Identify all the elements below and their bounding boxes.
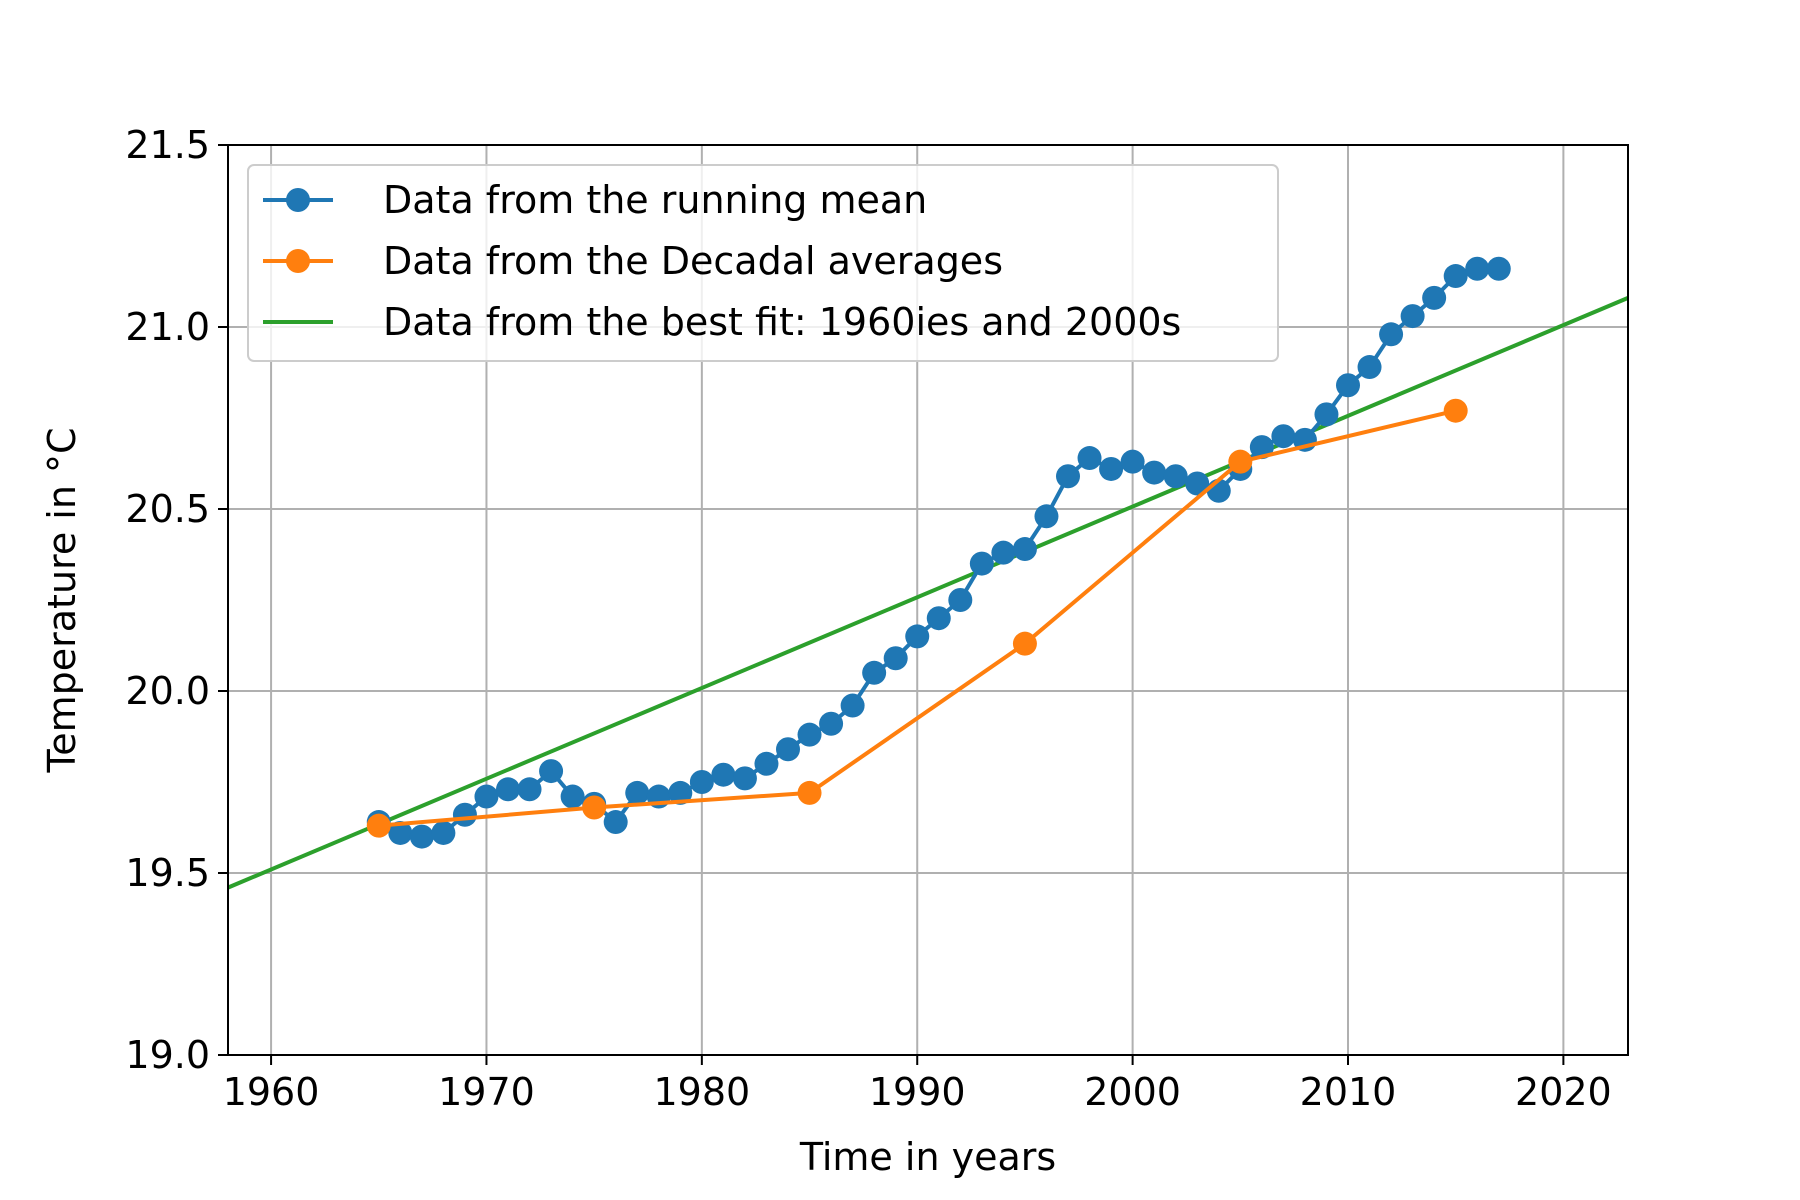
data-point (1465, 256, 1490, 281)
data-point (1486, 256, 1511, 281)
series-line (228, 296, 1628, 890)
data-point (1314, 402, 1339, 427)
data-point (474, 784, 499, 809)
data-point (1142, 460, 1167, 485)
legend-item: Data from the running mean (263, 178, 927, 222)
data-point (1099, 456, 1124, 481)
data-point (431, 820, 456, 845)
data-point (776, 737, 800, 762)
data-point (1012, 631, 1037, 656)
data-point (711, 762, 736, 787)
data-point (517, 777, 542, 802)
x-tick-label: 1970 (438, 1070, 535, 1114)
y-tick-label: 19.5 (125, 851, 210, 895)
data-point (797, 722, 822, 747)
data-point (582, 795, 607, 820)
data-point (862, 660, 887, 685)
legend-label: Data from the best fit: 1960ies and 2000… (383, 300, 1181, 344)
data-point (1120, 449, 1145, 474)
data-point (840, 693, 865, 718)
data-point (625, 780, 650, 805)
data-point (1379, 322, 1404, 347)
x-tick-label: 1980 (653, 1070, 750, 1114)
x-tick-label: 1960 (223, 1070, 320, 1114)
data-point (1012, 537, 1037, 562)
data-point (1185, 471, 1210, 496)
axis-ticks: 1960 1970 1980 1990 2000 2010 2020 19.0 19.5 20.0… (125, 123, 1611, 1114)
data-point (496, 777, 520, 802)
series-layer (228, 256, 1628, 890)
data-point (969, 551, 994, 576)
data-point (1034, 504, 1059, 529)
y-tick-label: 20.0 (125, 669, 210, 713)
series-2 (228, 296, 1628, 890)
data-point (754, 751, 779, 776)
data-point (905, 624, 930, 649)
x-tick-label: 1990 (869, 1070, 966, 1114)
data-point (732, 766, 757, 791)
data-point (1422, 285, 1447, 310)
data-point (1228, 449, 1253, 474)
data-point (1077, 446, 1102, 471)
series-1 (366, 398, 1468, 838)
x-tick-label: 2000 (1084, 1070, 1181, 1114)
data-point (409, 824, 434, 849)
legend: Data from the running mean Data from the … (247, 164, 1279, 362)
data-point (603, 810, 628, 835)
y-tick-label: 21.0 (125, 305, 210, 349)
series-line (378, 408, 1457, 828)
data-point (991, 540, 1016, 565)
legend-item: Data from the Decadal averages (263, 239, 1003, 283)
data-point (388, 820, 413, 845)
x-axis-label: Time in years (799, 1135, 1056, 1179)
plot-frame (227, 144, 1629, 1056)
data-point (819, 711, 844, 736)
data-point (689, 770, 714, 794)
data-point (668, 780, 693, 805)
data-point (1056, 464, 1080, 489)
data-point (1249, 435, 1274, 460)
data-point (1443, 398, 1468, 423)
y-tick-label: 20.5 (125, 487, 210, 531)
data-point (1357, 355, 1382, 380)
data-point (926, 606, 951, 631)
y-tick-label: 21.5 (125, 123, 210, 167)
data-point (1271, 424, 1296, 449)
x-tick-label: 2010 (1300, 1070, 1397, 1114)
y-axis-label: Temperature in °C (40, 427, 84, 773)
data-point (1443, 264, 1468, 289)
data-point (452, 802, 477, 827)
data-point (1400, 304, 1425, 329)
legend-item: Data from the best fit: 1960ies and 2000… (263, 300, 1181, 344)
data-point (539, 759, 564, 784)
data-point (797, 780, 822, 805)
legend-label: Data from the running mean (383, 178, 927, 222)
legend-swatch-marker (286, 188, 310, 212)
data-point (1163, 464, 1188, 489)
y-tick-label: 19.0 (125, 1033, 210, 1077)
data-point (1336, 373, 1360, 398)
data-point (366, 813, 391, 838)
legend-box (247, 164, 1279, 362)
x-tick-label: 2020 (1515, 1070, 1612, 1114)
data-point (560, 784, 585, 809)
data-point (883, 646, 908, 671)
legend-swatch-marker (286, 249, 310, 273)
data-point (948, 588, 973, 612)
legend-label: Data from the Decadal averages (383, 239, 1003, 283)
